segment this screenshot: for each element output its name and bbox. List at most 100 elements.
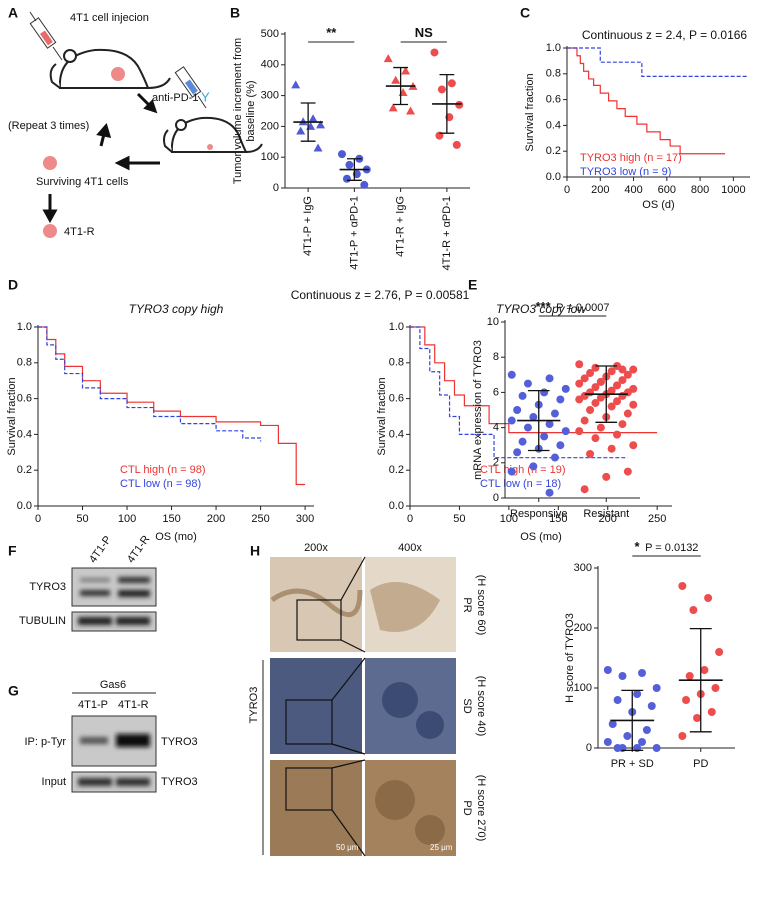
sd-bar — [393, 66, 409, 106]
significance-stars: *** — [535, 299, 551, 314]
sd-bar — [346, 158, 362, 181]
sd-bar — [621, 689, 644, 752]
survival-curve — [567, 47, 747, 77]
y-tick-label: 500 — [261, 28, 279, 40]
data-point — [613, 381, 622, 390]
y-tick-label: 2 — [493, 457, 499, 469]
y-tick-label: 300 — [261, 90, 279, 102]
column-label: 200x — [304, 542, 328, 554]
row-label: TYRO3 — [29, 581, 66, 593]
data-point — [518, 391, 527, 400]
sd-bar — [300, 102, 316, 142]
lane-label: 4T1-R — [125, 533, 152, 565]
data-point — [360, 180, 369, 189]
data-point — [652, 744, 661, 752]
y-tick-label: 0.4 — [546, 119, 561, 131]
data-point — [452, 140, 461, 149]
y-axis-label: baseline (%) — [245, 80, 257, 141]
y-axis-label: Survival fraction — [524, 73, 536, 151]
x-tick-label: 100 — [118, 513, 136, 525]
y-tick-label: 8 — [493, 351, 499, 363]
data-point — [545, 488, 554, 497]
row-label: Input — [42, 776, 66, 788]
data-point — [607, 444, 616, 453]
y-tick-label: 0.2 — [546, 145, 561, 157]
data-point — [575, 395, 584, 404]
x-tick-label: Responsive — [510, 508, 567, 520]
x-tick-label: 0 — [407, 513, 413, 525]
survival-curve — [567, 47, 726, 155]
data-point — [308, 114, 318, 123]
data-point — [455, 100, 464, 109]
x-tick-label: 4T1-P + IgG — [302, 196, 314, 256]
x-tick-label: 1000 — [721, 184, 745, 196]
cells — [43, 224, 57, 238]
x-tick-label: 300 — [296, 513, 314, 525]
syringe-icon — [174, 66, 207, 109]
data-point — [507, 467, 516, 476]
step-label: anti-PD-1 — [152, 92, 198, 104]
data-point — [638, 738, 647, 746]
row-label: TYRO3 — [161, 736, 198, 748]
row-label: (H score 60) — [475, 575, 487, 636]
data-point — [586, 450, 595, 458]
data-point — [345, 160, 354, 169]
data-point — [613, 397, 622, 406]
data-point — [642, 726, 651, 734]
data-point — [586, 406, 595, 414]
x-tick-label: 4T1-R + IgG — [395, 196, 407, 257]
y-tick-label: 1.0 — [17, 321, 32, 333]
panel-label: A — [8, 5, 18, 21]
x-tick-label: 100 — [500, 513, 518, 525]
data-point — [580, 416, 589, 425]
significance-label: NS — [415, 25, 433, 40]
data-point — [652, 684, 661, 692]
p-value: P = 0.0132 — [645, 542, 698, 554]
data-point — [623, 467, 632, 476]
y-tick-label: 1.0 — [546, 42, 561, 54]
inset-box — [285, 556, 366, 857]
panel-label: E — [468, 277, 477, 293]
blot — [71, 715, 157, 793]
data-point — [623, 370, 632, 379]
y-axis-label: mRNA expression of TYRO3 — [472, 340, 484, 480]
data-point — [596, 393, 605, 402]
data-point — [550, 409, 559, 418]
x-tick-label: 800 — [691, 184, 709, 196]
data-point — [561, 384, 570, 393]
row-label: TYRO3 — [161, 776, 198, 788]
data-point — [629, 400, 638, 409]
data-point — [689, 606, 698, 614]
y-tick-label: 400 — [261, 59, 279, 71]
y-tick-label: 10 — [487, 316, 499, 328]
data-point — [704, 594, 713, 602]
significance-stars: ** — [326, 25, 337, 40]
y-tick-label: 0 — [493, 492, 499, 504]
step-label: 4T1-R — [64, 226, 95, 238]
legend-entry: TYRO3 high (n = 17) — [580, 152, 682, 164]
row-label: IP: p-Tyr — [24, 736, 66, 748]
y-tick-label: 200 — [261, 120, 279, 132]
data-point — [575, 379, 584, 388]
legend-entry: CTL high (n = 19) — [480, 464, 566, 476]
panel-label: H — [250, 543, 260, 559]
y-tick-label: 0.8 — [17, 357, 32, 369]
lane-label: 4T1-R — [118, 699, 149, 711]
mouse-icon — [163, 116, 263, 153]
data-point — [523, 379, 532, 388]
data-point — [406, 106, 416, 115]
significance-stars: NS — [415, 25, 433, 40]
x-tick-label: PR + SD — [611, 758, 654, 770]
row-label: (H score 270) — [475, 775, 487, 842]
data-point — [337, 150, 346, 159]
chart-subtitle: TYRO3 copy high — [129, 302, 224, 316]
data-point — [523, 423, 532, 432]
row-label: SD — [461, 698, 473, 713]
data-point — [607, 367, 616, 376]
x-tick-label: 250 — [251, 513, 269, 525]
data-point — [298, 117, 308, 126]
tumor — [207, 144, 213, 150]
data-point — [518, 437, 527, 446]
y-tick-label: 0.6 — [546, 94, 561, 106]
x-tick-label: 200 — [591, 184, 609, 196]
